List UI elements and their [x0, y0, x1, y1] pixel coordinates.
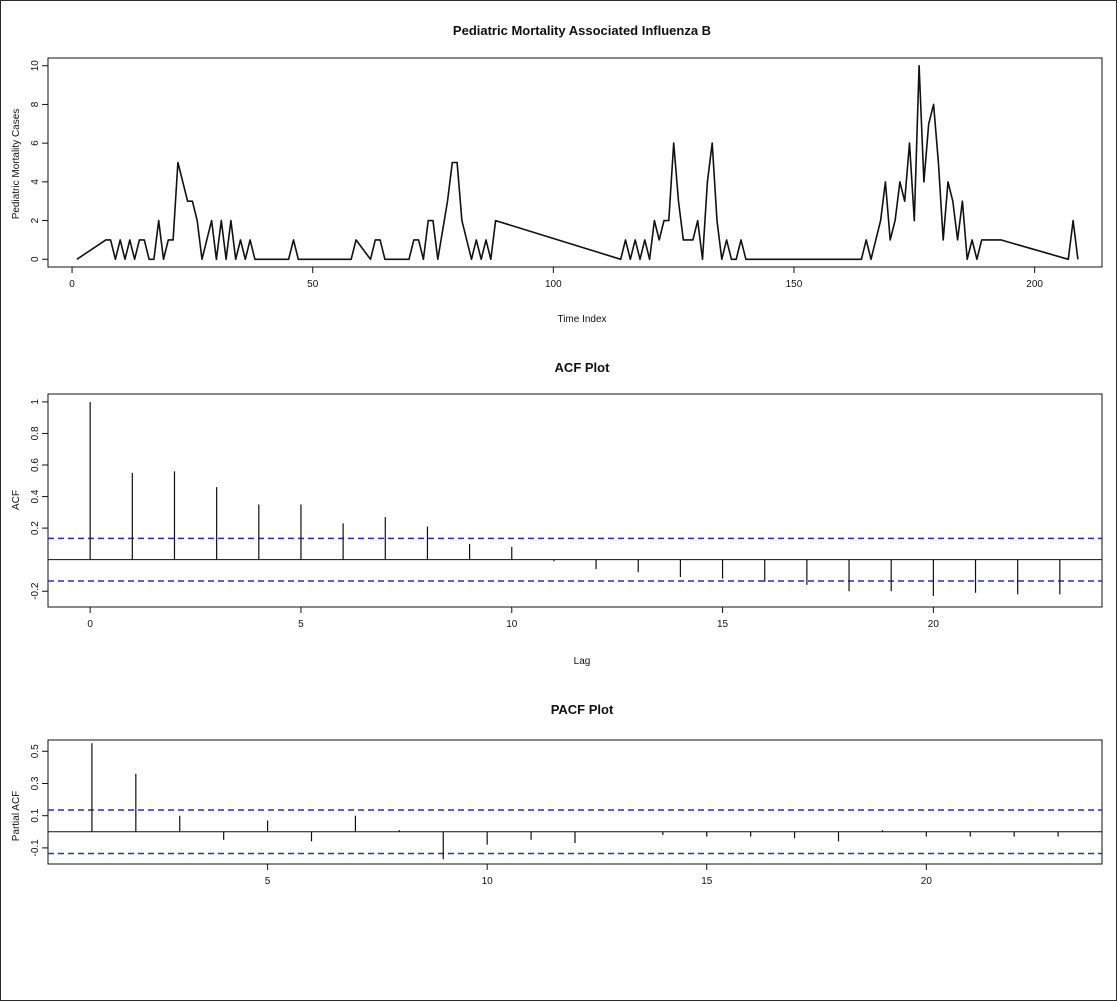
pacf-plot-box [47, 739, 1103, 865]
acf-title: ACF Plot [555, 360, 611, 375]
ts-ylabel: Pediatric Mortality Cases [11, 109, 22, 220]
acf-bars [48, 401, 1102, 596]
pacf-axes: 5 10 15 20 -0.1 0.1 0.3 0.5 [30, 744, 932, 887]
acf-ytick-label: 0.6 [30, 458, 41, 472]
ts-series [76, 64, 1079, 261]
ts-series-line [76, 64, 1079, 261]
acf-plot-box [47, 393, 1103, 608]
ts-xtick-label: 100 [545, 279, 562, 290]
ts-xlabel: Time Index [557, 314, 606, 325]
acf-ytick-label: 0.4 [30, 489, 41, 503]
acf-ytick-label: -0.2 [30, 582, 41, 600]
acf-axes: 0 5 10 15 20 -0.2 0.2 0.4 0.6 0.8 1 [30, 399, 939, 630]
pacf-ytick-label: 0.3 [30, 776, 41, 790]
acf-ytick-label: 0.2 [30, 521, 41, 535]
pacf-xtick-label: 10 [482, 876, 494, 887]
pacf-ytick-label: 0.1 [30, 808, 41, 822]
pacf-xtick-label: 15 [701, 876, 713, 887]
ts-ytick-label: 2 [30, 217, 41, 223]
ts-axes: 0 50 100 150 200 0 2 4 6 8 10 [30, 60, 1043, 290]
ts-plot-box [47, 57, 1103, 268]
acf-ytick-label: 1 [30, 399, 41, 405]
pacf-ylabel: Partial ACF [11, 791, 22, 842]
pacf-bars [48, 743, 1102, 860]
ts-xtick-label: 50 [307, 279, 319, 290]
acf-ytick-label: 0.8 [30, 426, 41, 440]
pacf-ytick-label: 0.5 [30, 744, 41, 758]
ts-title: Pediatric Mortality Associated Influenza… [453, 23, 711, 38]
ts-ytick-label: 8 [30, 101, 41, 107]
pacf-title: PACF Plot [551, 702, 614, 717]
ts-xtick-label: 200 [1026, 279, 1043, 290]
pacf-xtick-label: 20 [921, 876, 933, 887]
acf-ylabel: ACF [11, 490, 22, 510]
acf-xtick-label: 10 [506, 619, 518, 630]
acf-xlabel: Lag [574, 656, 591, 667]
acf-xtick-label: 15 [717, 619, 729, 630]
ts-xtick-label: 0 [69, 279, 75, 290]
pacf-xtick-label: 5 [265, 876, 271, 887]
ts-ytick-label: 6 [30, 140, 41, 146]
ts-ytick-label: 4 [30, 179, 41, 185]
acf-xtick-label: 20 [928, 619, 940, 630]
ts-xtick-label: 150 [786, 279, 803, 290]
acf-xtick-label: 0 [87, 619, 93, 630]
pacf-ytick-label: -0.1 [30, 839, 41, 857]
ts-ytick-label: 10 [30, 60, 41, 72]
acf-xtick-label: 5 [298, 619, 304, 630]
ts-ytick-label: 0 [30, 256, 41, 262]
